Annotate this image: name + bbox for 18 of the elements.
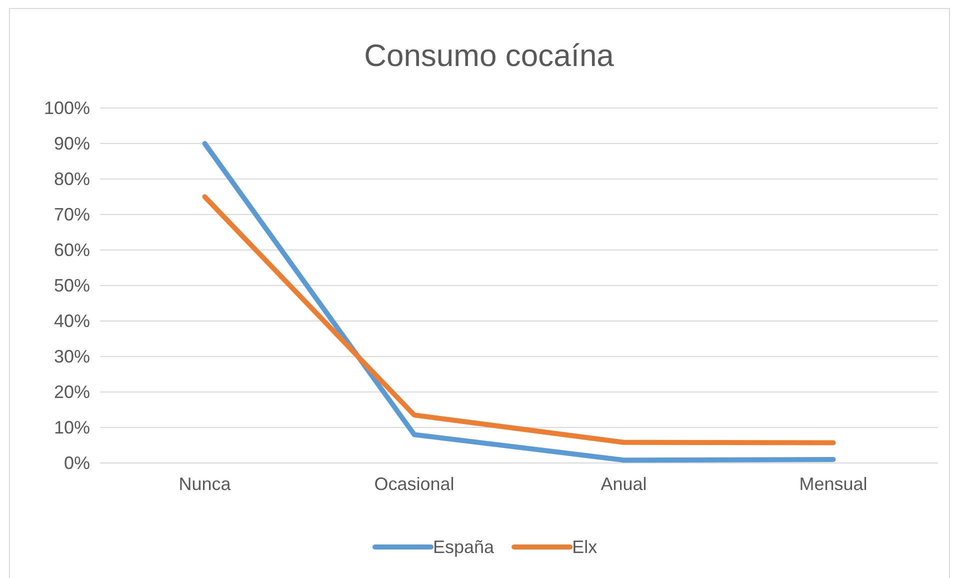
x-tick-label: Anual [600, 474, 647, 494]
x-tick-label: Mensual [799, 474, 868, 494]
y-tick-label: 90% [54, 133, 90, 154]
y-tick-label: 50% [54, 275, 90, 296]
y-tick-label: 40% [54, 310, 90, 331]
y-tick-label: 100% [44, 98, 90, 118]
legend-label: Elx [572, 537, 598, 557]
y-tick-label: 70% [54, 204, 90, 224]
y-tick-label: 0% [64, 452, 90, 473]
y-tick-label: 80% [54, 168, 90, 189]
x-tick-label: Ocasional [374, 474, 454, 494]
y-tick-label: 20% [54, 382, 90, 402]
legend-label: España [433, 537, 496, 557]
chart-title: Consumo cocaína [364, 38, 615, 73]
x-tick-label: Nunca [178, 474, 232, 494]
y-tick-label: 30% [54, 346, 90, 366]
y-tick-label: 10% [54, 417, 90, 438]
y-tick-label: 60% [54, 240, 90, 260]
